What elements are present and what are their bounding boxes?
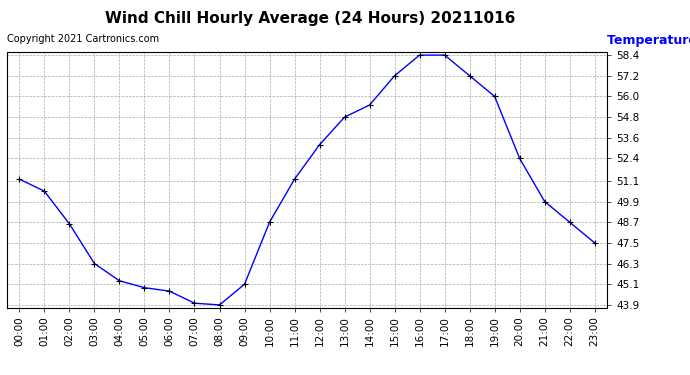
Point <box>239 281 250 287</box>
Point <box>114 278 125 284</box>
Point <box>214 302 225 308</box>
Point <box>514 156 525 162</box>
Point <box>39 188 50 194</box>
Point <box>364 102 375 108</box>
Point <box>139 285 150 291</box>
Point <box>339 114 350 120</box>
Text: Copyright 2021 Cartronics.com: Copyright 2021 Cartronics.com <box>7 34 159 44</box>
Text: Wind Chill Hourly Average (24 Hours) 20211016: Wind Chill Hourly Average (24 Hours) 202… <box>106 11 515 26</box>
Point <box>264 219 275 225</box>
Point <box>464 73 475 79</box>
Point <box>64 221 75 227</box>
Point <box>289 176 300 182</box>
Point <box>314 142 325 148</box>
Point <box>439 52 450 58</box>
Point <box>489 93 500 99</box>
Point <box>589 240 600 246</box>
Point <box>89 261 100 267</box>
Point <box>414 52 425 58</box>
Point <box>564 219 575 225</box>
Text: Temperature (°F): Temperature (°F) <box>607 34 690 47</box>
Point <box>539 198 550 204</box>
Point <box>164 288 175 294</box>
Point <box>389 73 400 79</box>
Point <box>189 300 200 306</box>
Point <box>14 176 25 182</box>
